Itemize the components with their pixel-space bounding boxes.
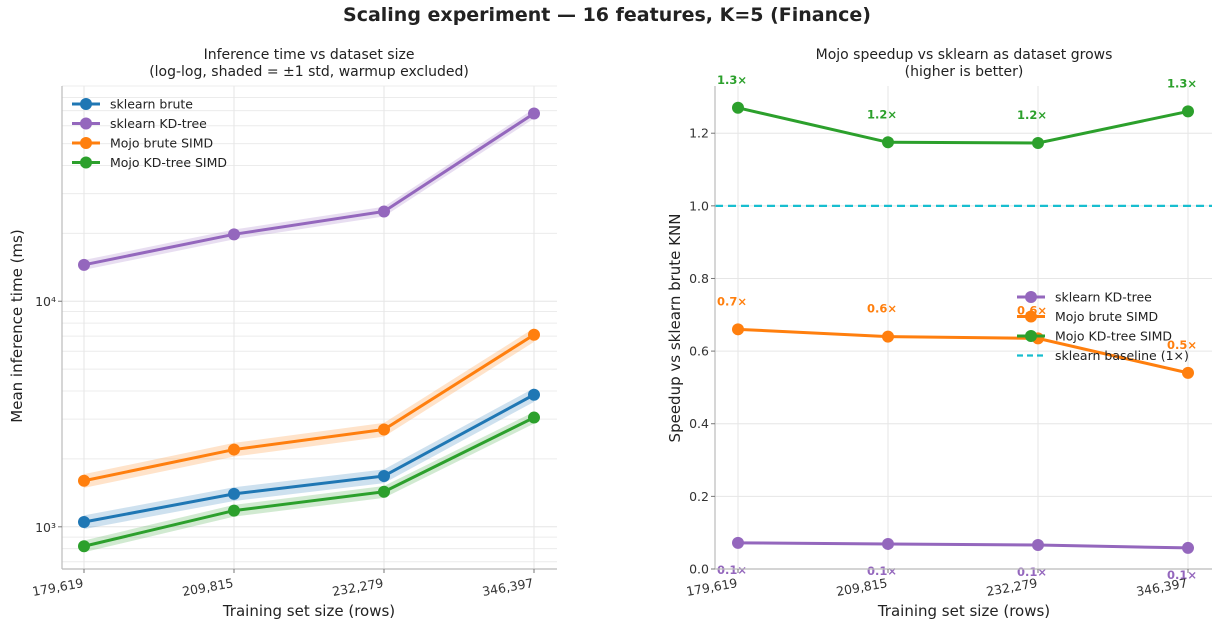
x-tick-label: 209,815 xyxy=(181,575,235,599)
data-point-mojo-kd-tree-simd xyxy=(78,540,90,553)
legend-marker-sklearn-kd-tree xyxy=(80,117,92,130)
legend-label-sklearn-baseline-1: sklearn baseline (1×) xyxy=(1055,348,1189,363)
left-series xyxy=(78,107,540,553)
data-point-mojo-kd-tree-simd xyxy=(1182,105,1194,118)
data-point-sklearn-kd-tree xyxy=(732,536,744,549)
series-line-mojo-brute-simd xyxy=(83,333,535,483)
data-point-mojo-brute-simd xyxy=(882,330,894,343)
legend-marker-sklearn-kd-tree xyxy=(1025,291,1037,303)
data-point-mojo-kd-tree-simd xyxy=(732,101,744,114)
series-line-mojo-brute-simd xyxy=(737,327,1189,375)
data-point-sklearn-brute xyxy=(228,487,240,500)
y-tick-label: 0.0 xyxy=(689,562,709,577)
data-point-sklearn-kd-tree xyxy=(528,107,540,120)
data-label-mojo-brute-simd: 0.6× xyxy=(1017,303,1047,317)
std-band-mojo-brute-simd xyxy=(84,328,534,488)
data-point-sklearn-brute xyxy=(528,388,540,401)
data-point-mojo-kd-tree-simd xyxy=(528,411,540,424)
right-panel-title: Mojo speedup vs sklearn as dataset grows xyxy=(816,47,1113,63)
legend-label-mojo-brute-simd: Mojo brute SIMD xyxy=(110,136,213,151)
data-point-sklearn-kd-tree xyxy=(78,258,90,271)
right-x-axis-label: Training set size (rows) xyxy=(877,602,1050,620)
std-band-sklearn-kd-tree xyxy=(84,108,534,270)
legend-label-sklearn-kd-tree: sklearn KD-tree xyxy=(1055,290,1152,305)
data-label-sklearn-kd-tree: 0.1× xyxy=(1167,568,1197,582)
data-point-mojo-brute-simd xyxy=(78,474,90,487)
y-tick-label: 1.2 xyxy=(689,126,709,141)
legend-marker-mojo-kd-tree-simd xyxy=(80,156,92,169)
series-line-mojo-kd-tree-simd xyxy=(737,106,1189,145)
data-point-sklearn-brute xyxy=(78,516,90,529)
data-point-sklearn-brute xyxy=(378,469,390,482)
data-point-sklearn-kd-tree xyxy=(882,537,894,550)
x-tick-label: 209,815 xyxy=(835,575,889,599)
left-panel-title: Inference time vs dataset size xyxy=(204,47,415,63)
y-tick-label: 10³ xyxy=(35,520,56,535)
series-line-sklearn-kd-tree xyxy=(83,112,535,267)
legend-label-mojo-kd-tree-simd: Mojo KD-tree SIMD xyxy=(1055,329,1172,344)
y-tick-label: 10⁴ xyxy=(35,294,56,309)
right-panel-subtitle: (higher is better) xyxy=(905,64,1024,80)
data-label-sklearn-kd-tree: 0.1× xyxy=(717,563,747,577)
legend-marker-mojo-brute-simd xyxy=(1025,310,1037,323)
data-point-sklearn-kd-tree xyxy=(1182,541,1194,554)
data-point-mojo-brute-simd xyxy=(1182,366,1194,379)
data-label-mojo-kd-tree-simd: 1.3× xyxy=(1167,76,1197,90)
right-grid xyxy=(715,86,1212,570)
data-point-sklearn-kd-tree xyxy=(1032,539,1044,552)
y-tick-label: 0.4 xyxy=(689,416,709,431)
left-x-axis-label: Training set size (rows) xyxy=(222,602,395,620)
right-legend: sklearn KD-tree Mojo brute SIMD Mojo KD-tr… xyxy=(1017,290,1189,363)
data-label-sklearn-kd-tree: 0.1× xyxy=(867,564,897,578)
data-point-mojo-kd-tree-simd xyxy=(1032,137,1044,150)
legend-marker-sklearn-brute xyxy=(80,98,92,110)
data-point-mojo-brute-simd xyxy=(528,328,540,341)
y-tick-label: 1.0 xyxy=(689,198,709,213)
y-tick-label: 0.8 xyxy=(689,271,709,286)
x-tick-label: 232,279 xyxy=(985,575,1039,599)
series-line-sklearn-brute xyxy=(83,393,535,524)
legend-marker-mojo-brute-simd xyxy=(80,137,92,149)
legend-label-sklearn-brute: sklearn brute xyxy=(110,97,193,112)
data-point-mojo-kd-tree-simd xyxy=(378,485,390,498)
x-tick-label: 346,397 xyxy=(481,575,535,599)
left-panel: Inference time vs dataset size (log-log,… xyxy=(8,47,557,620)
y-tick-label: 0.2 xyxy=(689,489,709,504)
data-label-mojo-brute-simd: 0.7× xyxy=(717,294,747,308)
x-tick-label: 179,619 xyxy=(685,575,739,599)
left-legend: sklearn brute sklearn KD-tree Mojo brute S… xyxy=(72,97,227,170)
data-label-mojo-brute-simd: 0.5× xyxy=(1167,338,1197,352)
right-series xyxy=(715,101,1212,554)
data-label-mojo-kd-tree-simd: 1.3× xyxy=(717,73,747,87)
series-line-mojo-kd-tree-simd xyxy=(83,416,535,548)
x-tick-label: 179,619 xyxy=(31,575,85,599)
left-axes: 10³ 10⁴ 179,619 209,815 232,279 346,397 xyxy=(31,86,557,599)
right-data-labels: 0.1× 0.1× 0.1× 0.1×0.7×0.6× 0.6×0.5×1.3×1.2×… xyxy=(717,73,1197,582)
figure-title: Scaling experiment — 16 features, K=5 (F… xyxy=(343,4,871,26)
data-point-sklearn-kd-tree xyxy=(228,228,240,241)
data-point-mojo-brute-simd xyxy=(732,323,744,336)
y-tick-label: 0.6 xyxy=(689,344,709,359)
legend-label-sklearn-kd-tree: sklearn KD-tree xyxy=(110,116,207,131)
left-panel-subtitle: (log-log, shaded = ±1 std, warmup exclud… xyxy=(149,64,469,80)
legend-label-mojo-brute-simd: Mojo brute SIMD xyxy=(1055,309,1158,324)
data-point-mojo-brute-simd xyxy=(378,423,390,436)
data-label-mojo-brute-simd: 0.6× xyxy=(867,302,897,316)
x-tick-label: 346,397 xyxy=(1135,575,1189,599)
data-point-mojo-kd-tree-simd xyxy=(228,504,240,517)
data-point-sklearn-kd-tree xyxy=(378,205,390,218)
x-tick-label: 232,279 xyxy=(331,575,385,599)
legend-label-mojo-kd-tree-simd: Mojo KD-tree SIMD xyxy=(110,155,227,170)
legend-marker-mojo-kd-tree-simd xyxy=(1025,330,1037,342)
std-band-mojo-kd-tree-simd xyxy=(84,411,534,553)
data-label-mojo-kd-tree-simd: 1.2× xyxy=(1017,108,1047,122)
data-point-mojo-brute-simd xyxy=(228,443,240,456)
data-label-mojo-kd-tree-simd: 1.2× xyxy=(867,107,897,121)
series-line-sklearn-kd-tree xyxy=(737,541,1189,550)
data-point-mojo-kd-tree-simd xyxy=(882,136,894,149)
left-y-axis-label: Mean inference time (ms) xyxy=(8,229,26,422)
right-panel: Mojo speedup vs sklearn as dataset grows… xyxy=(666,47,1212,620)
right-y-axis-label: Speedup vs sklearn brute KNN xyxy=(666,214,684,443)
